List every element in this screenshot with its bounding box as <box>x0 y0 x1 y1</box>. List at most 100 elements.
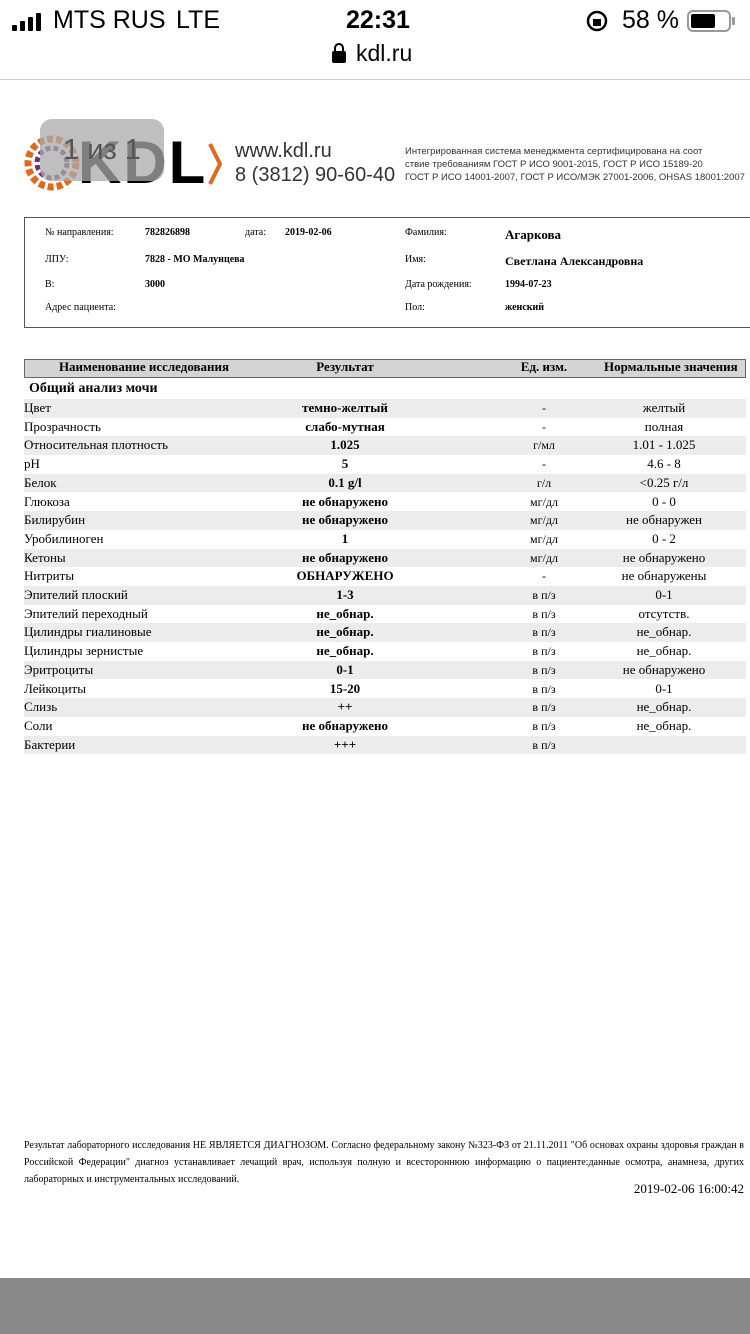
certification-line: Интегрированная система менеджмента серт… <box>405 146 703 157</box>
test-name: Цилиндры гиалиновые <box>24 624 152 640</box>
result: не_обнар. <box>316 643 374 659</box>
column-header: Результат <box>316 359 374 374</box>
test-name: Бактерии <box>24 736 76 752</box>
table-row <box>24 399 746 418</box>
table-row <box>24 623 746 643</box>
patient-sex-label: Пол: <box>405 302 425 313</box>
test-name: Слизь <box>24 699 58 715</box>
patient-name-label: Имя: <box>405 254 426 265</box>
reference: не_обнар. <box>636 699 692 715</box>
unit: в п/з <box>532 606 556 621</box>
test-name: pH <box>24 456 40 472</box>
reference: 0-1 <box>655 587 673 602</box>
unit: в п/з <box>532 644 556 659</box>
test-name: Эпителий переходный <box>24 605 148 621</box>
patient-surname: Агаркова <box>505 227 562 242</box>
unit: мг/дл <box>530 550 558 565</box>
patient-date: 2019-02-06 <box>285 227 332 238</box>
rotation-lock-icon <box>586 10 608 32</box>
reference: <0.25 г/л <box>639 474 689 490</box>
result: 1.025 <box>330 437 360 453</box>
patient-box <box>24 217 750 328</box>
unit: в п/з <box>532 625 556 640</box>
test-name: Цилиндры зернистые <box>24 643 144 659</box>
unit: мг/дл <box>530 531 558 546</box>
result: слабо-мутная <box>305 418 385 434</box>
test-name: Соли <box>24 717 53 733</box>
reference: 4.6 - 8 <box>647 456 681 472</box>
result: не обнаружено <box>302 717 388 733</box>
test-name: Лейкоциты <box>24 680 86 696</box>
patient-birth-label: Дата рождения: <box>405 279 472 290</box>
result: не обнаружено <box>302 493 388 509</box>
result: ОБНАРУЖЕНО <box>296 568 394 584</box>
result: не обнаружено <box>302 549 388 565</box>
unit: в п/з <box>532 588 556 602</box>
unit: в п/з <box>532 662 556 677</box>
result: не обнаружено <box>302 512 388 528</box>
table-row <box>24 698 746 717</box>
result: 1-3 <box>336 587 354 602</box>
logo-chevron <box>208 143 223 185</box>
reference: не обнаружено <box>622 549 706 565</box>
reference: 0 - 0 <box>652 493 676 509</box>
reference: отсутств. <box>638 605 690 621</box>
timestamp: 2019-02-06 16:00:42 <box>633 1181 744 1196</box>
unit: в п/з <box>532 700 556 715</box>
test-name: Кетоны <box>24 549 66 565</box>
result: 5 <box>341 456 349 472</box>
table-row <box>24 511 746 530</box>
result: 1 <box>341 530 349 546</box>
result: ++ <box>337 699 353 715</box>
unit: в п/з <box>532 737 556 752</box>
unit: - <box>542 569 546 584</box>
result: не_обнар. <box>316 624 374 640</box>
patient-referral-label: № направления: <box>45 227 114 238</box>
patient-b-label: В: <box>45 279 55 290</box>
test-name: Цвет <box>24 400 51 415</box>
unit: - <box>542 401 546 415</box>
reference: полная <box>644 418 684 434</box>
battery-icon <box>687 10 735 32</box>
table-row <box>24 436 746 456</box>
patient-sex: женский <box>505 302 545 313</box>
patient-lpu-label: ЛПУ: <box>45 254 69 265</box>
page-counter: 1 из 1 <box>40 119 164 181</box>
reference: не_обнар. <box>636 624 692 640</box>
result: +++ <box>333 736 357 752</box>
reference: 0-1 <box>655 680 673 696</box>
unit: в п/з <box>532 718 556 733</box>
url[interactable]: kdl.ru <box>356 40 413 66</box>
carrier: MTS RUS <box>53 6 166 34</box>
test-name: Уробилиноген <box>24 530 104 546</box>
test-name: Эпителий плоский <box>24 587 128 602</box>
bottom-bar <box>0 1278 750 1334</box>
patient-name: Светлана Александровна <box>505 254 644 268</box>
result: темно-желтый <box>302 400 388 415</box>
unit: г/л <box>536 475 552 490</box>
certification-line: ГОСТ Р ИСО 14001-2007, ГОСТ Р ИСО/МЭК 27… <box>405 172 745 183</box>
column-header: Наименование исследования <box>58 359 230 374</box>
column-header: Ед. изм. <box>520 359 568 374</box>
test-name: Эритроциты <box>24 661 94 677</box>
reference: не_обнар. <box>636 643 692 659</box>
patient-lpu: 7828 - МО Малунцева <box>145 254 245 265</box>
status-bar: MTS RUS LTE 22:31 58 % kdl.ru <box>0 0 750 80</box>
clock: 22:31 <box>346 6 410 34</box>
test-name: Относительная плотность <box>24 437 169 453</box>
table-row <box>24 735 746 755</box>
patient-surname-label: Фамилия: <box>405 227 447 238</box>
patient-birth: 1994-07-23 <box>505 279 552 290</box>
unit: г/мл <box>533 438 555 453</box>
result: 0-1 <box>336 661 354 677</box>
battery-level: 58 % <box>622 6 679 34</box>
patient-b: 3000 <box>145 279 165 290</box>
test-name: Глюкоза <box>24 493 70 509</box>
result: 0.1 g/l <box>328 474 362 490</box>
test-name: Нитриты <box>24 568 75 584</box>
table-header <box>24 359 746 378</box>
unit: мг/дл <box>530 494 558 509</box>
reference: 1.01 - 1.025 <box>632 437 696 453</box>
test-name: Билирубин <box>24 512 86 528</box>
